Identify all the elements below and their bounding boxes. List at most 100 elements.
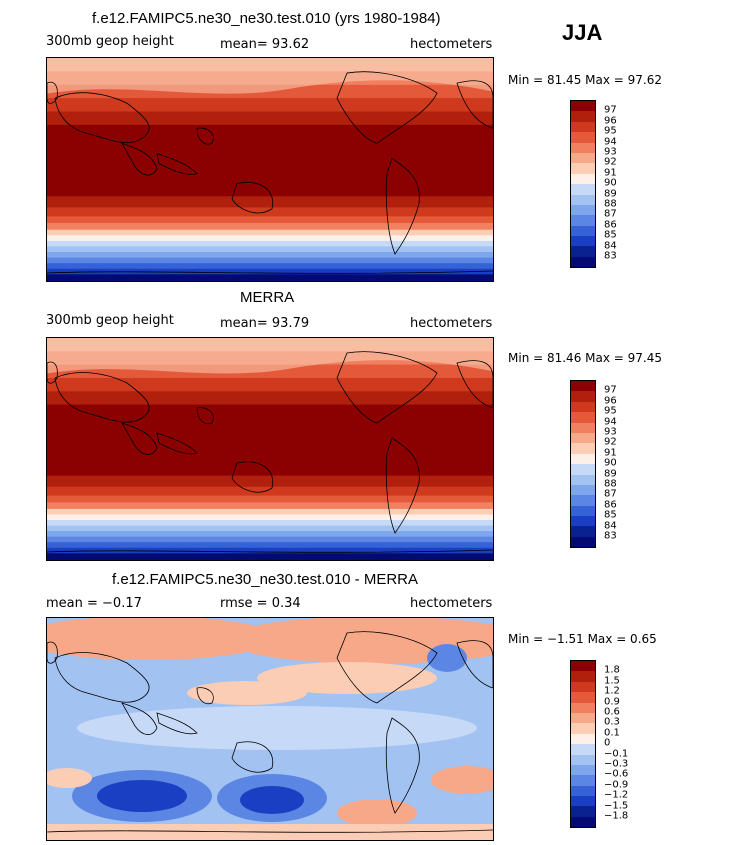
- colorbar-tick-label: 94: [604, 416, 617, 428]
- panel-3-colorbar: [570, 660, 596, 829]
- colorbar-tick-label: 0.9: [604, 696, 620, 708]
- colorbar-swatch: [571, 236, 595, 247]
- contour-band: [47, 536, 493, 543]
- contour-band: [47, 235, 493, 242]
- panel-3-units-label: hectometers: [410, 596, 493, 611]
- contour-region: [337, 799, 417, 827]
- contour-band: [47, 58, 493, 94]
- colorbar-tick-label: −1.8: [604, 810, 629, 822]
- coastline: [47, 829, 493, 833]
- coastline: [456, 80, 493, 129]
- coastline: [54, 92, 150, 143]
- coastline: [456, 640, 493, 689]
- coastline: [231, 182, 274, 214]
- colorbar-tick-label: 85: [604, 509, 617, 521]
- colorbar-swatch: [571, 121, 595, 133]
- colorbar-tick-label: 1.5: [604, 675, 620, 687]
- coastline: [47, 270, 493, 274]
- colorbar-tick-label: 88: [604, 198, 617, 210]
- colorbar-swatch: [571, 225, 595, 237]
- colorbar-tick-label: 87: [604, 488, 617, 500]
- colorbar-tick-label: 91: [604, 167, 617, 179]
- colorbar-swatch: [571, 194, 595, 205]
- contour-band: [47, 542, 493, 549]
- colorbar-tick-label: −0.3: [604, 758, 629, 770]
- panel-1-mean-label: mean= 93.62: [220, 37, 310, 52]
- colorbar-swatch: [571, 516, 595, 527]
- colorbar-tick-label: 1.2: [604, 685, 620, 697]
- colorbar-tick-label: 84: [604, 240, 617, 252]
- coastline: [336, 71, 438, 144]
- panel-2-units-label: hectometers: [410, 316, 493, 331]
- colorbar-tick-label: 0: [604, 737, 611, 749]
- contour-region: [47, 768, 92, 788]
- coastline: [156, 152, 198, 175]
- contour-band: [47, 216, 493, 224]
- coastline: [385, 437, 420, 534]
- colorbar-tick-label: 97: [604, 384, 617, 396]
- coastline: [336, 351, 438, 424]
- colorbar-tick-label: 91: [604, 447, 617, 459]
- colorbar-swatch: [571, 142, 595, 153]
- contour-region: [97, 780, 187, 812]
- coastline: [385, 157, 420, 255]
- colorbar-swatch: [571, 381, 595, 392]
- contour-region: [227, 618, 493, 664]
- colorbar-tick-label: 85: [604, 229, 617, 241]
- colorbar-tick-label: 1.8: [604, 664, 620, 676]
- colorbar-swatch: [571, 101, 595, 112]
- contour-region: [240, 786, 304, 814]
- colorbar-tick-label: 96: [604, 395, 617, 407]
- colorbar-swatch: [571, 733, 595, 745]
- colorbar-swatch: [571, 754, 595, 765]
- colorbar-tick-label: 83: [604, 250, 617, 262]
- colorbar-swatch: [571, 152, 595, 164]
- coastline: [54, 652, 150, 703]
- panel-2-minmax: Min = 81.46 Max = 97.45: [508, 351, 662, 365]
- colorbar-swatch: [571, 681, 595, 693]
- colorbar-tick-label: 95: [604, 405, 617, 417]
- colorbar-tick-label: 92: [604, 436, 617, 448]
- colorbar-swatch: [571, 464, 595, 475]
- panel-1-colorbar: [570, 100, 596, 269]
- panel-2-colorbar: [570, 380, 596, 549]
- colorbar-swatch: [571, 184, 595, 195]
- contour-band: [47, 531, 493, 538]
- colorbar-tick-label: 83: [604, 530, 617, 542]
- contour-region: [187, 681, 307, 705]
- panel-1-units-label: hectometers: [410, 37, 493, 52]
- contour-band: [47, 252, 493, 259]
- contour-band: [47, 124, 493, 197]
- colorbar-tick-label: −1.2: [604, 789, 629, 801]
- contour-region: [427, 644, 467, 672]
- panel-3-minmax: Min = −1.51 Max = 0.65: [508, 632, 657, 646]
- coastline: [121, 142, 158, 176]
- colorbar-swatch: [571, 796, 595, 807]
- contour-band: [47, 514, 493, 521]
- panel-1-map: [46, 57, 494, 282]
- colorbar-tick-label: 0.1: [604, 727, 620, 739]
- coastline: [121, 702, 158, 735]
- colorbar-swatch: [571, 806, 595, 817]
- coastline: [47, 641, 58, 664]
- colorbar-tick-label: 87: [604, 208, 617, 220]
- contour-band: [47, 274, 493, 281]
- contour-region: [47, 618, 277, 660]
- colorbar-tick-label: 88: [604, 478, 617, 490]
- contour-band: [47, 525, 493, 532]
- coastline: [456, 360, 493, 409]
- coastline: [196, 687, 214, 705]
- colorbar-swatch: [571, 536, 595, 548]
- colorbar-tick-label: 93: [604, 426, 617, 438]
- colorbar-swatch: [571, 111, 595, 122]
- colorbar-swatch: [571, 671, 595, 682]
- coastline: [121, 422, 158, 455]
- panel-3-coastlines: [47, 631, 493, 833]
- contour-band: [47, 520, 493, 527]
- contour-band: [47, 391, 493, 406]
- colorbar-swatch: [571, 204, 595, 216]
- panel-3-title: f.e12.FAMIPC5.ne30_ne30.test.010 - MERRA: [112, 571, 418, 588]
- colorbar-tick-label: 86: [604, 499, 617, 511]
- contour-band: [47, 502, 493, 510]
- colorbar-tick-label: 94: [604, 136, 617, 148]
